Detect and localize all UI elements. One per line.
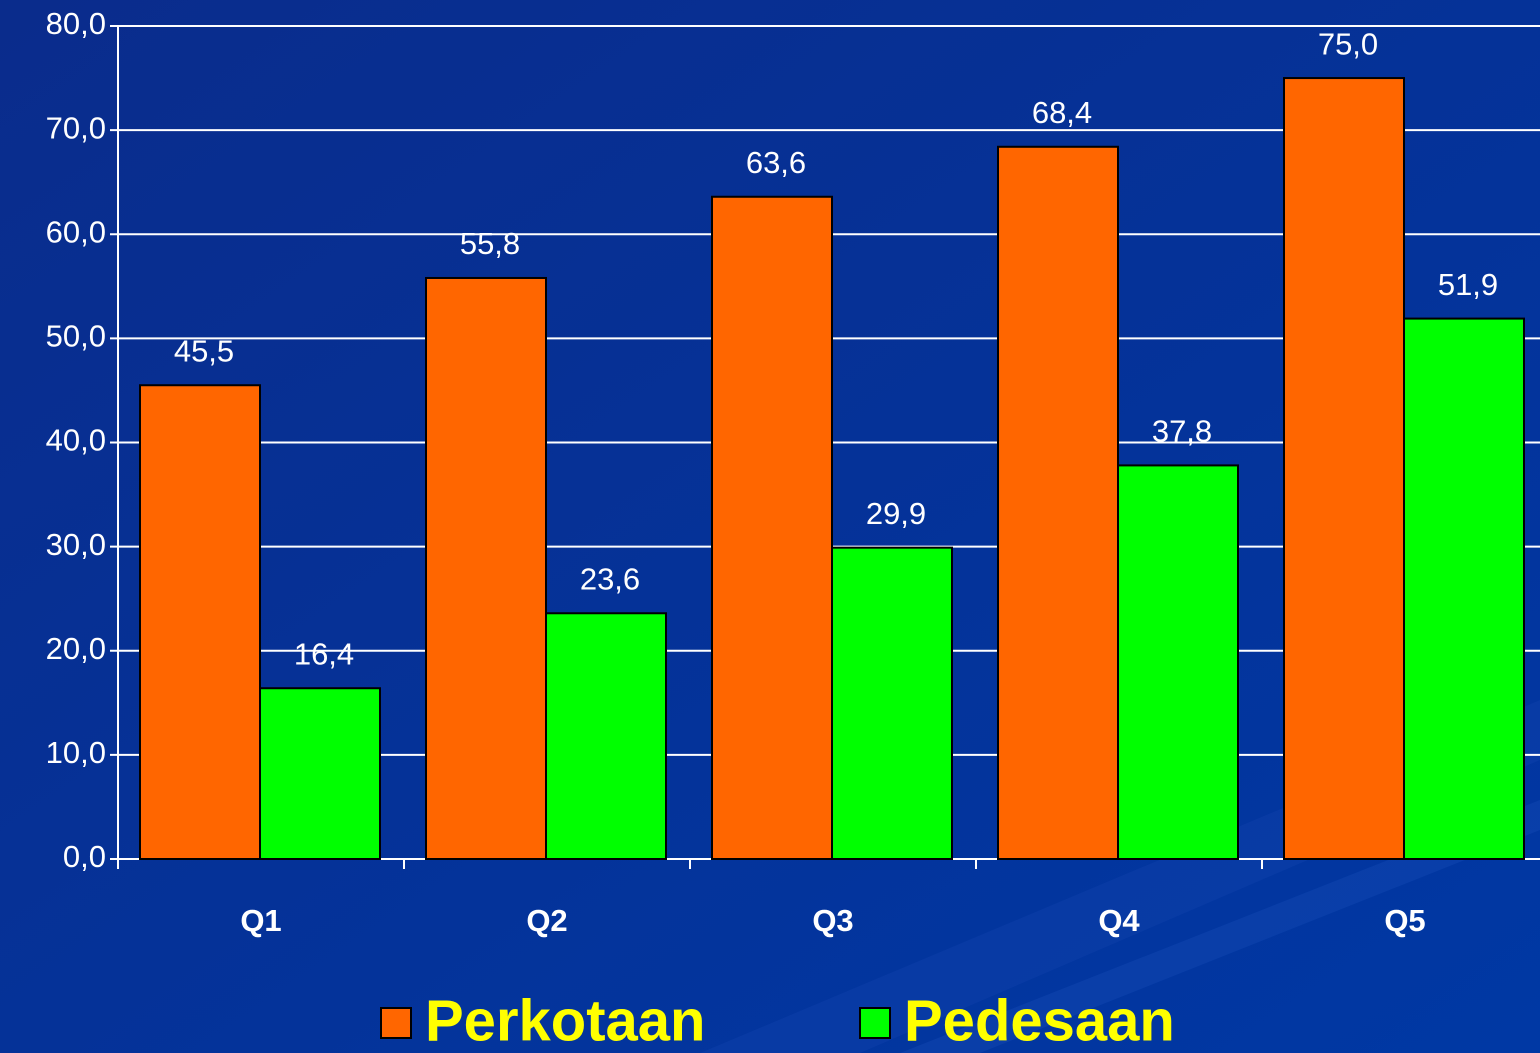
- data-label: 75,0: [1318, 26, 1378, 61]
- x-tick-label: Q1: [240, 903, 281, 938]
- bar: [259, 687, 381, 860]
- bar: [425, 276, 547, 861]
- data-label: 63,6: [746, 145, 806, 180]
- y-tick-label: 10,0: [46, 735, 106, 770]
- x-tick-label: Q2: [526, 903, 567, 938]
- bar: [545, 612, 667, 861]
- y-tick-label: 20,0: [46, 631, 106, 666]
- data-label: 37,8: [1152, 414, 1212, 449]
- bar: [1283, 77, 1405, 860]
- decor-stripe: [900, 800, 1540, 1053]
- legend-swatch: [380, 1007, 412, 1039]
- legend-label: Perkotaan: [425, 988, 705, 1053]
- y-tick-label: 30,0: [46, 527, 106, 562]
- data-label: 68,4: [1032, 95, 1092, 130]
- bar: [831, 546, 953, 860]
- y-tick-label: 60,0: [46, 214, 106, 249]
- data-label: 45,5: [174, 333, 234, 368]
- bar: [997, 145, 1119, 861]
- legend-swatch: [859, 1007, 891, 1039]
- bar: [139, 384, 261, 860]
- y-tick-label: 40,0: [46, 423, 106, 458]
- x-tick-label: Q5: [1384, 903, 1425, 938]
- legend-label: Pedesaan: [904, 988, 1175, 1053]
- data-label: 55,8: [460, 226, 520, 261]
- y-tick-label: 70,0: [46, 110, 106, 145]
- data-label: 23,6: [580, 561, 640, 596]
- data-label: 51,9: [1438, 267, 1498, 302]
- y-tick-label: 0,0: [63, 839, 106, 874]
- bar: [1403, 317, 1525, 860]
- y-tick-label: 50,0: [46, 319, 106, 354]
- y-tick-label: 80,0: [46, 6, 106, 41]
- data-label: 29,9: [866, 496, 926, 531]
- data-label: 16,4: [294, 636, 354, 671]
- x-tick-label: Q4: [1098, 903, 1140, 938]
- x-tick-label: Q3: [812, 903, 853, 938]
- bar: [711, 195, 833, 860]
- bar: [1117, 464, 1239, 860]
